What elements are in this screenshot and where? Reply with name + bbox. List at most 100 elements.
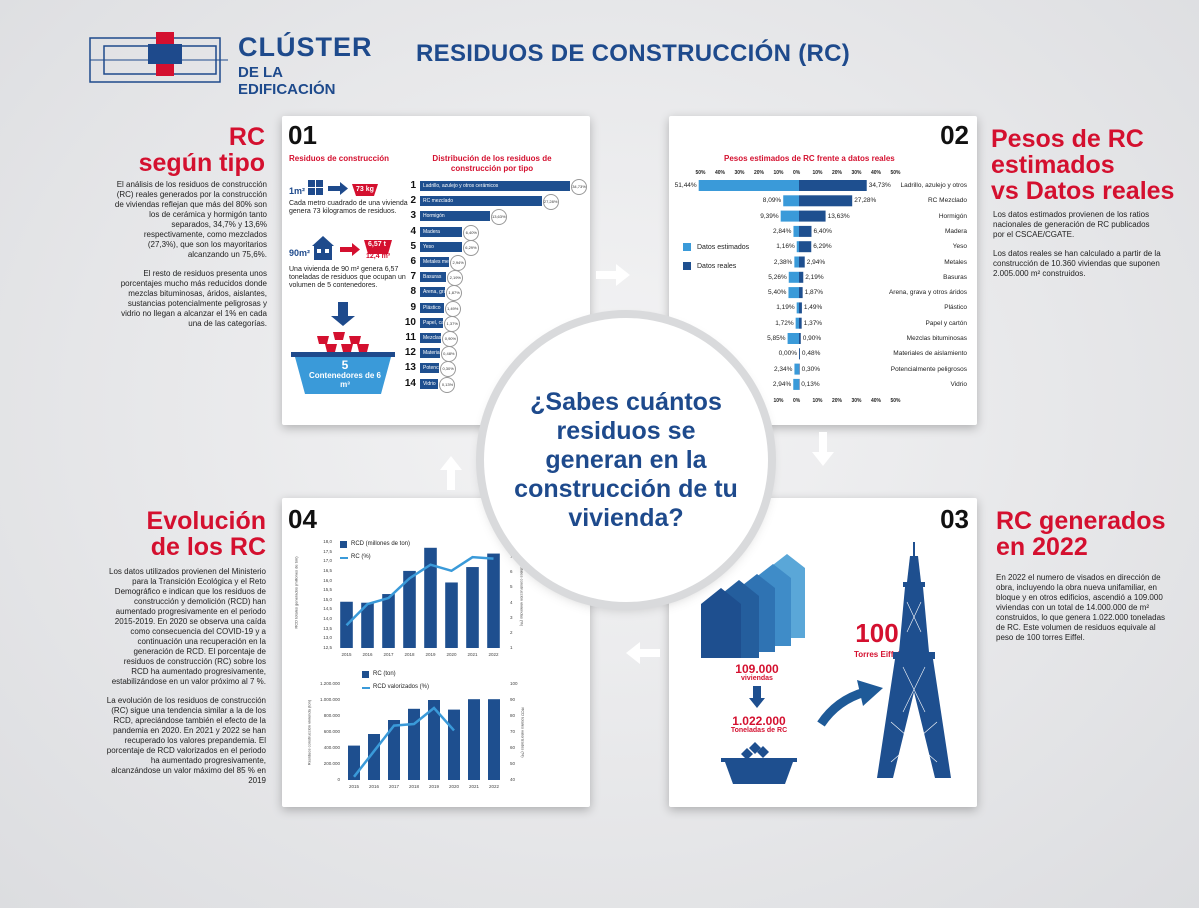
y-tick-label: 1.200.000 — [319, 681, 340, 686]
dist-row-pct: 0,90% — [442, 331, 459, 347]
bar-estimated — [780, 210, 799, 222]
bar-real — [799, 333, 801, 344]
x-tick-label: 2015 — [348, 784, 359, 789]
bar-estimated — [787, 333, 799, 344]
axis-tick-top-right: 10% — [812, 170, 823, 176]
legend-rcd-val-swatch — [362, 687, 370, 689]
card-01-number: 01 — [288, 120, 317, 150]
bar-estimated — [796, 241, 799, 253]
chart2-svg — [698, 180, 867, 390]
dist-row-pct: 0,30% — [440, 361, 457, 378]
sec1-heading: RC según tipo — [120, 124, 265, 176]
dist-row-pct: 34,73% — [571, 179, 587, 195]
sec2-heading-line1: Pesos de RC — [991, 125, 1144, 153]
card-03-number: 03 — [940, 504, 969, 534]
dist-row-bar: Madera — [420, 226, 463, 237]
y-tick-label: 16,0 — [323, 577, 332, 583]
center-question: ¿Sabes cuántos residuos se generan en la… — [484, 318, 768, 602]
bar-real — [799, 210, 826, 222]
x-tick-label: 2020 — [446, 652, 457, 657]
y-right-tick-label: 80 — [510, 713, 516, 718]
bar-real — [799, 317, 802, 329]
dist-row-bar: Mezclas bituminosas — [420, 333, 469, 343]
rcd-bar — [361, 602, 374, 648]
estimated-value-label: 1,72% — [775, 319, 794, 327]
bar-estimated — [783, 195, 799, 207]
y-tick-label: 14,5 — [323, 606, 332, 612]
bar-real — [799, 195, 853, 207]
x-tick-label: 2022 — [488, 784, 499, 789]
card-02: 02 Pesos estimados de RC frente a datos … — [669, 116, 977, 425]
chart4-svg — [340, 547, 500, 780]
y-right-tick-label: 60 — [510, 745, 516, 750]
legend-rc-ton-label: RC (ton) — [373, 671, 396, 677]
dist-row-pct: 1,37% — [444, 315, 461, 332]
legend-rcd-val-label: RCD valorizados (%) — [373, 684, 430, 690]
y-right-tick-label: 90 — [510, 697, 516, 702]
y-tick-label: 15,0 — [323, 596, 332, 602]
bar-real — [799, 271, 804, 283]
dist-row-pct: 1,87% — [446, 285, 463, 302]
rc-ton-bar — [388, 720, 400, 780]
sec3-heading-line1: RC generados — [996, 507, 1166, 535]
sec4-heading-line2: de los RC — [150, 533, 266, 561]
axis-tick-top-left: 30% — [734, 170, 745, 176]
dist-row-bar: Material de aislamiento — [420, 348, 474, 359]
center-question-text: ¿Sabes cuántos residuos se generan en la… — [514, 387, 738, 532]
estimated-value-label: 5,40% — [768, 289, 787, 297]
m90-text: Una vivienda de 90 m² genera 6,57 tonela… — [289, 266, 406, 289]
left-arrow-icon — [626, 642, 660, 664]
real-value-label: 27,28% — [854, 197, 877, 205]
rcd-bar — [382, 594, 395, 648]
dist-row-bar: Ladrillo, azulejo y otros cerámicos — [420, 181, 570, 191]
y-right-tick-label: 7 — [510, 554, 513, 560]
legend-real-label: Datos reales — [697, 263, 737, 270]
logo-mark — [89, 32, 228, 83]
sec1-paragraph2: El resto de residuos presenta unos porce… — [120, 269, 267, 328]
dist-row-bar: Potencialmente peligrosos — [420, 363, 482, 374]
estimated-value-label: 2,84% — [773, 227, 792, 235]
category-label: Yeso — [952, 243, 967, 251]
axis-tick-bottom-right: 50% — [890, 398, 901, 404]
up-arrow-large-icon — [440, 456, 462, 490]
y-right-tick-label: 2 — [510, 629, 513, 635]
dist-row-bar: Hormigón — [420, 211, 490, 222]
right-arrow-icon — [596, 264, 630, 286]
y-right-tick-label: 6 — [510, 569, 513, 575]
bar-real — [799, 378, 800, 390]
dist-row-bar: Metales mezclados — [420, 257, 466, 267]
homes-label: viviendas — [741, 675, 773, 682]
dist-row-label: Madera — [423, 228, 440, 235]
dist-row-bar: Arena, grava y otros áridos — [420, 287, 483, 298]
y-tick-label: 13,0 — [323, 635, 332, 641]
dist-row-pct: 0,48% — [440, 346, 457, 363]
axis-tick-top-right: 20% — [832, 170, 843, 176]
real-value-label: 6,40% — [813, 227, 832, 235]
logo-line2: DE LA EDIFICACIÓN — [238, 64, 336, 98]
category-label: Ladrillo, azulejo y otros — [900, 182, 967, 189]
category-label: Madera — [944, 227, 967, 235]
x-tick-label: 2017 — [388, 784, 399, 789]
bar-real — [799, 256, 805, 268]
sec2-text: Los datos estimados provienen de los rat… — [993, 210, 1163, 279]
dist-row-label: Basuras — [423, 274, 442, 281]
dist-row-pct: 6,40% — [463, 224, 480, 241]
page-title: RESIDUOS DE CONSTRUCCIÓN (RC) — [416, 40, 851, 67]
legend-real-swatch — [683, 262, 691, 270]
category-label: Potencialmente peligrosos — [890, 365, 967, 373]
y-tick-label: 400.000 — [323, 745, 340, 750]
sec4-paragraph2: La evolución de los residuos de construc… — [106, 696, 266, 785]
x-tick-label: 2015 — [341, 652, 352, 657]
dist-row-number: 11 — [405, 332, 416, 343]
real-value-label: 0,90% — [802, 335, 822, 342]
rc-ton-bar — [488, 699, 500, 780]
category-label: Vidrio — [950, 380, 967, 388]
distribution-list: 1 Ladrillo, azulejo y otros cerámicos 34,7… — [404, 178, 587, 398]
dist-row-pct: 2,94% — [450, 255, 467, 271]
dist-row-number: 6 — [410, 256, 416, 267]
dist-row-pct: 1,49% — [444, 300, 461, 317]
y2-right-axis-title: RCD totales valorizados (%) — [520, 707, 526, 758]
y-tick-label: 1.000.000 — [319, 697, 340, 702]
category-label: Papel y cartón — [925, 319, 967, 327]
legend-rcd-swatch — [340, 541, 347, 548]
